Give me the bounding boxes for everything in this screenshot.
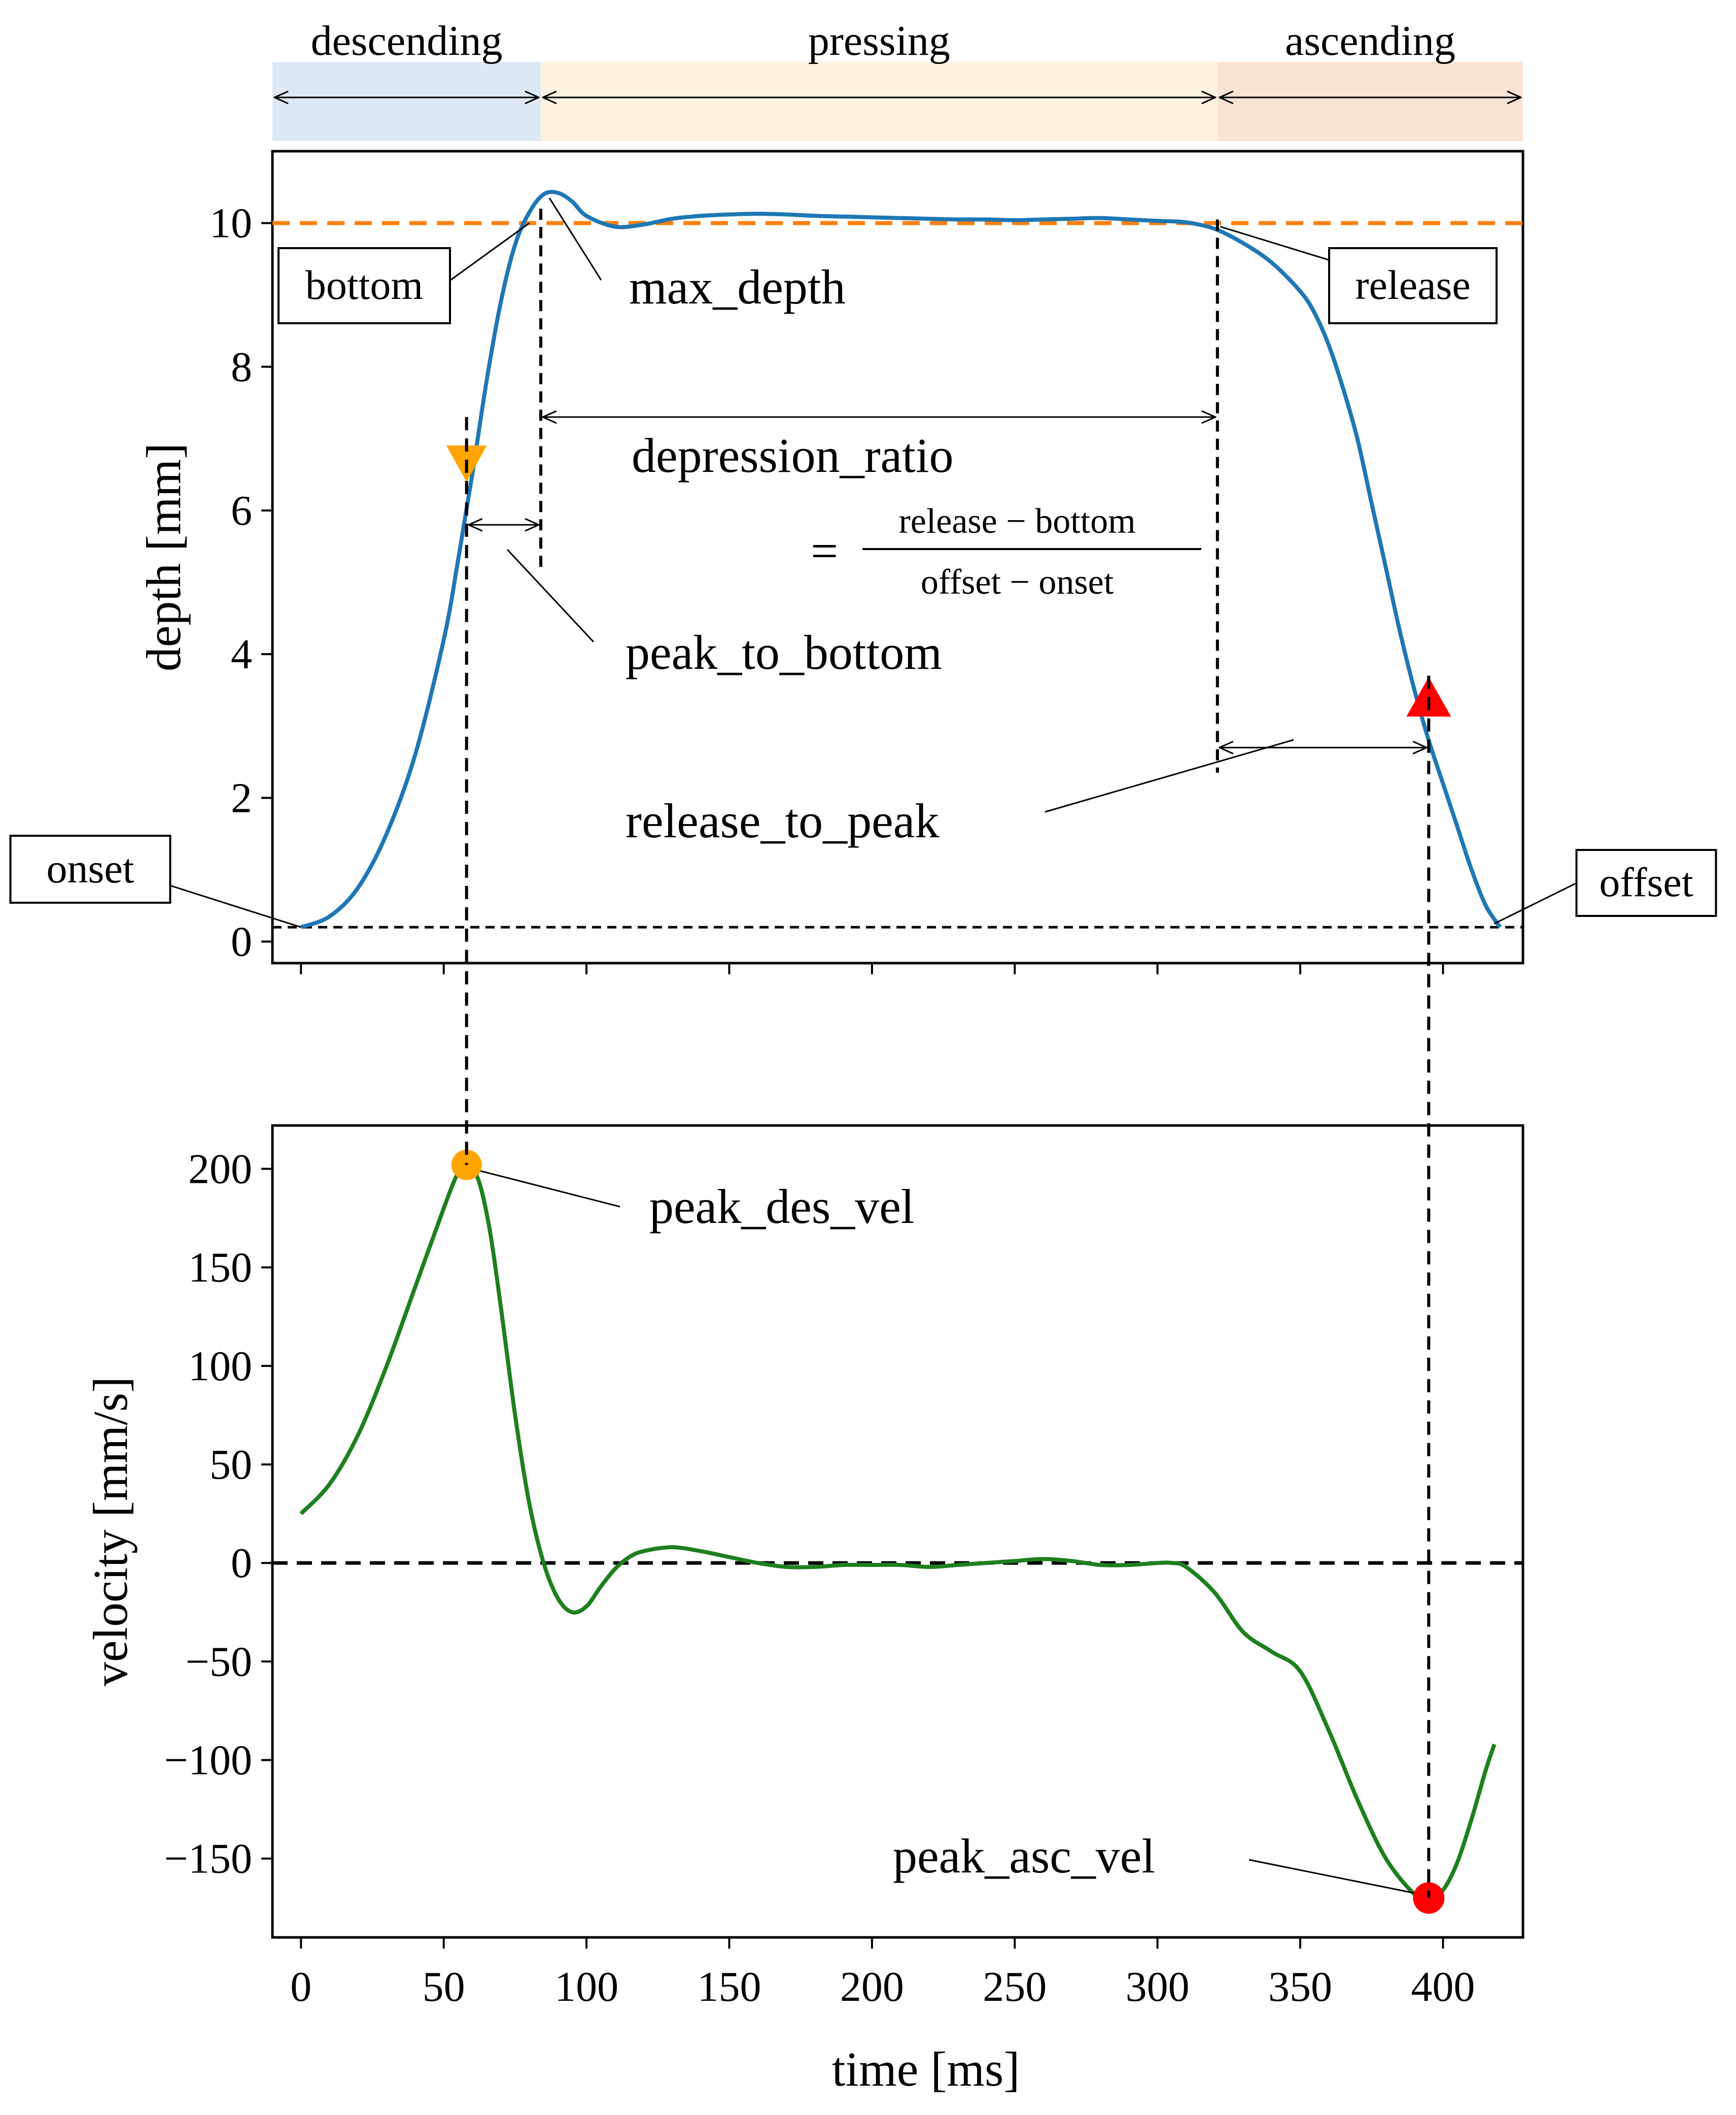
formula-numerator: release − bottom: [898, 502, 1135, 541]
velocity-axis-ticks: 200 150 100 50 0 −50 −100 −150 0 50 100 150 200 250 30…: [164, 1145, 1475, 2010]
bottom-box: [277, 247, 451, 324]
peak-ascending-marker: [1406, 677, 1451, 717]
velocity-chart: 200 150 100 50 0 −50 −100 −150 0 50 100 150 200 250 30…: [83, 1124, 1524, 2096]
time-xtick-label: 150: [697, 1963, 761, 2010]
velocity-annotations: peak_des_vel peak_asc_vel: [451, 1149, 1445, 1914]
peak-to-bottom-leader: [506, 549, 595, 643]
offset-leader: [1494, 882, 1577, 925]
offset-box: [1575, 849, 1717, 917]
release-to-peak-label: release_to_peak: [626, 794, 939, 848]
depth-axis-ticks: 0 2 4 6 8 10: [210, 200, 1444, 974]
velocity-ytick-label: 150: [188, 1244, 252, 1291]
velocity-axis-label: velocity [mm/s]: [83, 1377, 137, 1687]
velocity-ytick-label: −50: [186, 1638, 252, 1685]
velocity-line: [299, 1163, 1497, 1901]
phase-band-descending: [272, 62, 541, 141]
offset-label: offset: [1599, 859, 1693, 905]
time-xtick-label: 350: [1268, 1963, 1332, 2010]
depth-reference-lines: [272, 221, 1523, 929]
formula-equals: =: [811, 524, 838, 578]
formula-denominator: offset − onset: [921, 563, 1114, 602]
time-xtick-label: 250: [983, 1963, 1047, 2010]
phase-label-descending: descending: [311, 17, 503, 64]
depth-chart: 0 2 4 6 8 10 depth [mm] max_depth depression_r…: [9, 150, 1717, 974]
depth-ytick-label: 8: [231, 344, 252, 391]
velocity-ytick-label: −100: [164, 1736, 252, 1784]
time-axis-label: time [ms]: [832, 2042, 1020, 2096]
release-label: release: [1355, 262, 1471, 308]
max-depth-label: max_depth: [629, 260, 846, 314]
velocity-series: [299, 1163, 1497, 1901]
phase-label-ascending: ascending: [1285, 17, 1455, 64]
depth-ytick-label: 0: [231, 918, 252, 966]
peak-connectors: [465, 417, 1431, 1898]
peak-asc-vel-label: peak_asc_vel: [893, 1829, 1155, 1883]
velocity-ytick-label: 0: [231, 1540, 252, 1587]
depth-plot-frame: [271, 150, 1524, 965]
onset-leader: [169, 884, 301, 928]
phase-band-ascending: [1217, 62, 1523, 141]
time-xtick-label: 0: [290, 1963, 311, 2010]
time-xtick-label: 50: [423, 1963, 465, 2010]
phase-bar: descending pressing ascending: [272, 17, 1523, 141]
depth-ytick-label: 2: [231, 774, 252, 822]
release-to-peak-leader: [1045, 739, 1294, 813]
release-box: [1328, 247, 1498, 324]
onset-label: onset: [46, 845, 134, 892]
time-xtick-label: 200: [840, 1963, 904, 2010]
time-xtick-label: 100: [554, 1963, 618, 2010]
peak-to-bottom-label: peak_to_bottom: [626, 625, 942, 679]
bottom-label: bottom: [305, 262, 423, 308]
phase-band-pressing: [541, 62, 1218, 141]
bottom-leader: [450, 222, 530, 281]
depth-ytick-label: 10: [210, 200, 252, 247]
depression-ratio-label: depression_ratio: [632, 428, 954, 483]
onset-box: [9, 835, 171, 904]
depth-axis-label: depth [mm]: [136, 443, 191, 672]
peak-asc-vel-leader: [1248, 1859, 1419, 1895]
depth-annotations: max_depth depression_ratio = release − bott…: [9, 197, 1717, 928]
velocity-ytick-label: 200: [188, 1145, 252, 1192]
velocity-plot-frame: [271, 1124, 1524, 1939]
velocity-ytick-label: −150: [164, 1835, 252, 1883]
time-xtick-label: 400: [1411, 1963, 1475, 2010]
max-depth-leader: [548, 197, 602, 281]
depth-ytick-label: 4: [231, 631, 252, 678]
velocity-ytick-label: 50: [210, 1441, 252, 1488]
depth-ytick-label: 6: [231, 487, 252, 534]
phase-label-pressing: pressing: [808, 17, 950, 64]
time-xtick-label: 300: [1126, 1963, 1190, 2010]
velocity-ytick-label: 100: [188, 1343, 252, 1390]
peak-des-vel-leader: [476, 1169, 620, 1208]
peak-des-vel-label: peak_des_vel: [649, 1179, 914, 1234]
